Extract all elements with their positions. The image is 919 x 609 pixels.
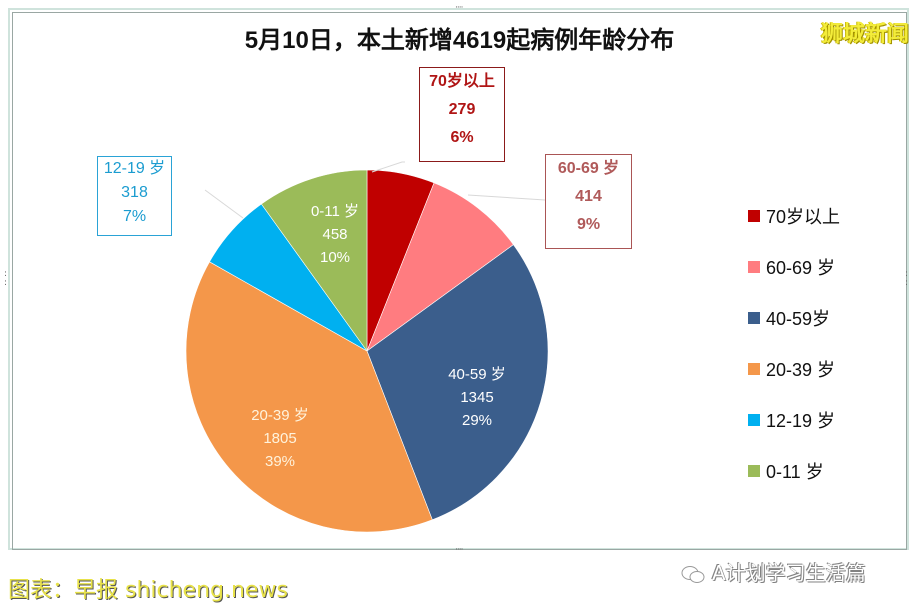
legend-label: 20-39 岁 — [766, 359, 836, 380]
legend-item-70plus: 70岁以上 — [748, 190, 840, 241]
wechat-account-name: A计划学习生活篇 — [712, 561, 866, 585]
legend-item-60-69: 60-69 岁 — [748, 241, 840, 292]
resize-handle-left[interactable]: :: — [4, 269, 7, 288]
leader-line-12-19 — [204, 189, 244, 219]
resize-handle-top[interactable]: ···· — [455, 3, 464, 13]
legend-swatch — [748, 464, 760, 477]
callout-pct: 6% — [450, 129, 474, 146]
callout-value: 414 — [575, 188, 602, 205]
legend-swatch — [748, 311, 760, 324]
chart-legend: 70岁以上 60-69 岁 40-59岁 20-39 岁 12-19 岁 0-1… — [748, 190, 840, 496]
legend-swatch — [748, 362, 760, 375]
legend-label: 0-11 岁 — [766, 461, 824, 482]
callout-12-19: 12-19 岁 318 7% — [97, 156, 172, 236]
callout-label: 12-19 岁 — [103, 160, 166, 177]
wechat-icon — [681, 565, 705, 583]
legend-swatch — [748, 260, 760, 273]
pie-slice — [185, 261, 433, 533]
slice-pct-text: 39% — [264, 453, 296, 470]
callout-label: 60-69 岁 — [557, 160, 620, 177]
legend-item-20-39: 20-39 岁 — [748, 343, 840, 394]
callout-pct: 7% — [122, 208, 147, 225]
slice-value-text: 1345 — [460, 389, 494, 406]
chart-title: 5月10日，本土新增4619起病例年龄分布 — [244, 27, 675, 54]
callout-value: 318 — [121, 184, 148, 201]
chart-area-border — [12, 12, 907, 550]
slice-pct-text: 10% — [319, 249, 351, 266]
callout-value: 279 — [448, 101, 476, 118]
legend-item-12-19: 12-19 岁 — [748, 394, 840, 445]
slice-value-text: 1805 — [263, 430, 297, 447]
pie-slice — [366, 244, 549, 521]
legend-label: 12-19 岁 — [766, 410, 836, 431]
slice-label-text: 0-11 岁 — [310, 203, 360, 220]
slice-label-text: 40-59 岁 — [448, 366, 506, 383]
callout-pct: 9% — [576, 216, 601, 233]
legend-label: 70岁以上 — [766, 206, 841, 227]
wechat-watermark: A计划学习生活篇 — [680, 557, 866, 586]
legend-swatch — [748, 413, 760, 426]
slice-label-40-59: 40-59 岁 1345 29% — [432, 363, 522, 432]
slice-value-text: 458 — [322, 226, 348, 243]
brand-logo: 狮城新闻 — [820, 22, 909, 47]
legend-swatch — [748, 209, 760, 222]
legend-label: 60-69 岁 — [766, 257, 836, 278]
callout-label: 70岁以上 — [429, 73, 495, 90]
leader-line-70plus — [371, 161, 405, 173]
slice-label-20-39: 20-39 岁 1805 39% — [235, 404, 325, 473]
legend-label: 40-59岁 — [766, 308, 831, 329]
leader-line-60-69 — [467, 194, 546, 201]
resize-handle-bottom[interactable]: ···· — [455, 545, 464, 555]
pie-slice — [260, 169, 368, 352]
legend-item-0-11: 0-11 岁 — [748, 445, 840, 496]
pie-slice — [366, 182, 514, 352]
callout-60-69: 60-69 岁 414 9% — [545, 154, 632, 249]
legend-item-40-59: 40-59岁 — [748, 292, 840, 343]
slice-pct-text: 29% — [461, 412, 493, 429]
slice-label-text: 20-39 岁 — [251, 407, 309, 424]
source-watermark: 图表：早报 shicheng.news — [8, 578, 288, 603]
resize-handle-right[interactable]: :: — [905, 269, 908, 288]
callout-70plus: 70岁以上 279 6% — [419, 67, 505, 162]
slice-label-0-11: 0-11 岁 458 10% — [300, 200, 370, 269]
